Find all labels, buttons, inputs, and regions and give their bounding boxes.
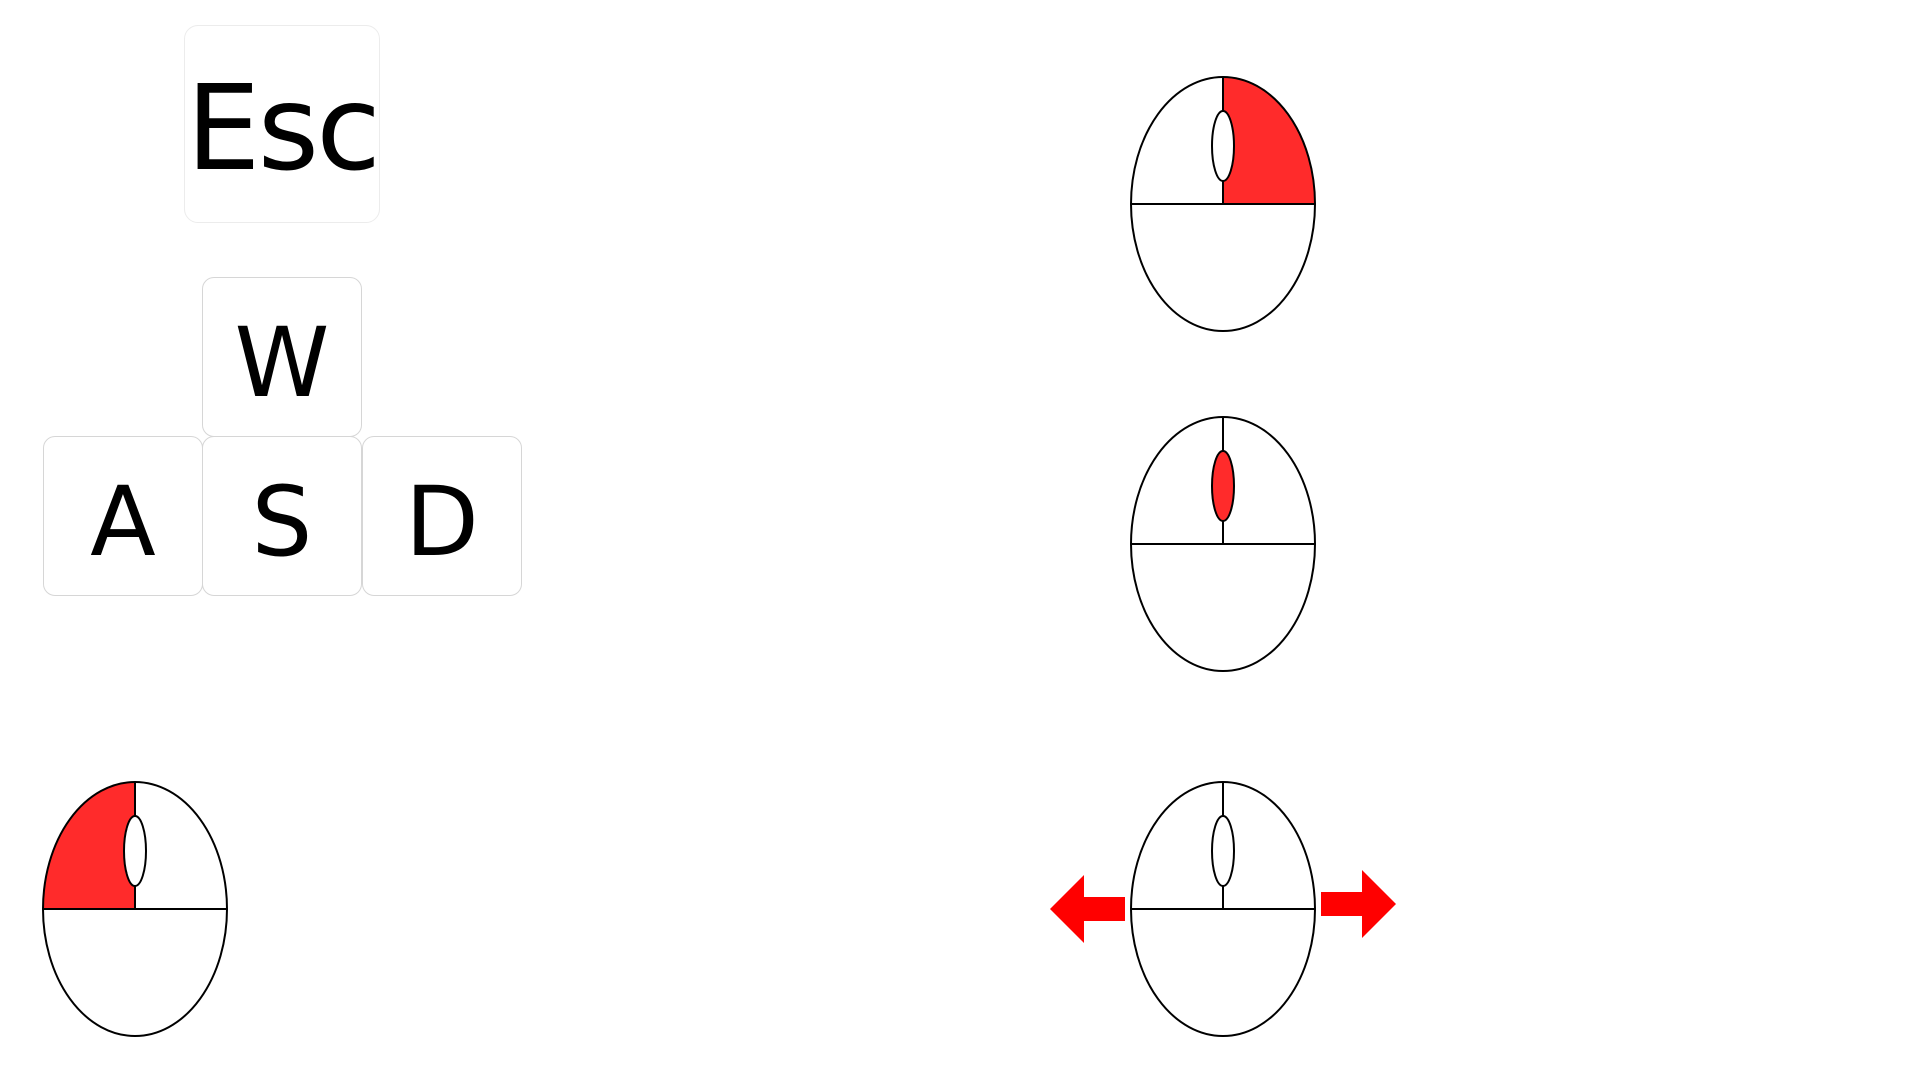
mouse-move-icon: [1050, 781, 1396, 1037]
left-arrow-icon: [1050, 875, 1125, 943]
s-key: S: [202, 436, 362, 596]
scroll-wheel: [1211, 110, 1235, 182]
a-key-label: A: [90, 466, 156, 578]
right-button-highlight: [1223, 77, 1315, 204]
right-arrow-icon: [1321, 870, 1396, 938]
mouse-middle-click-icon: [1130, 416, 1316, 672]
scroll-wheel: [123, 815, 147, 887]
left-button-highlight: [43, 782, 135, 909]
esc-key-label: Esc: [186, 59, 381, 197]
d-key: D: [362, 436, 522, 596]
mouse-left-click-icon: [42, 781, 228, 1037]
w-key: W: [202, 277, 362, 437]
d-key-label: D: [405, 466, 479, 578]
scroll-wheel-highlight: [1211, 450, 1235, 522]
scroll-wheel: [1211, 815, 1235, 887]
w-key-label: W: [234, 307, 330, 419]
mouse-right-click-icon: [1130, 76, 1316, 332]
s-key-label: S: [251, 466, 313, 578]
esc-key: Esc: [184, 25, 381, 223]
a-key: A: [43, 436, 203, 596]
